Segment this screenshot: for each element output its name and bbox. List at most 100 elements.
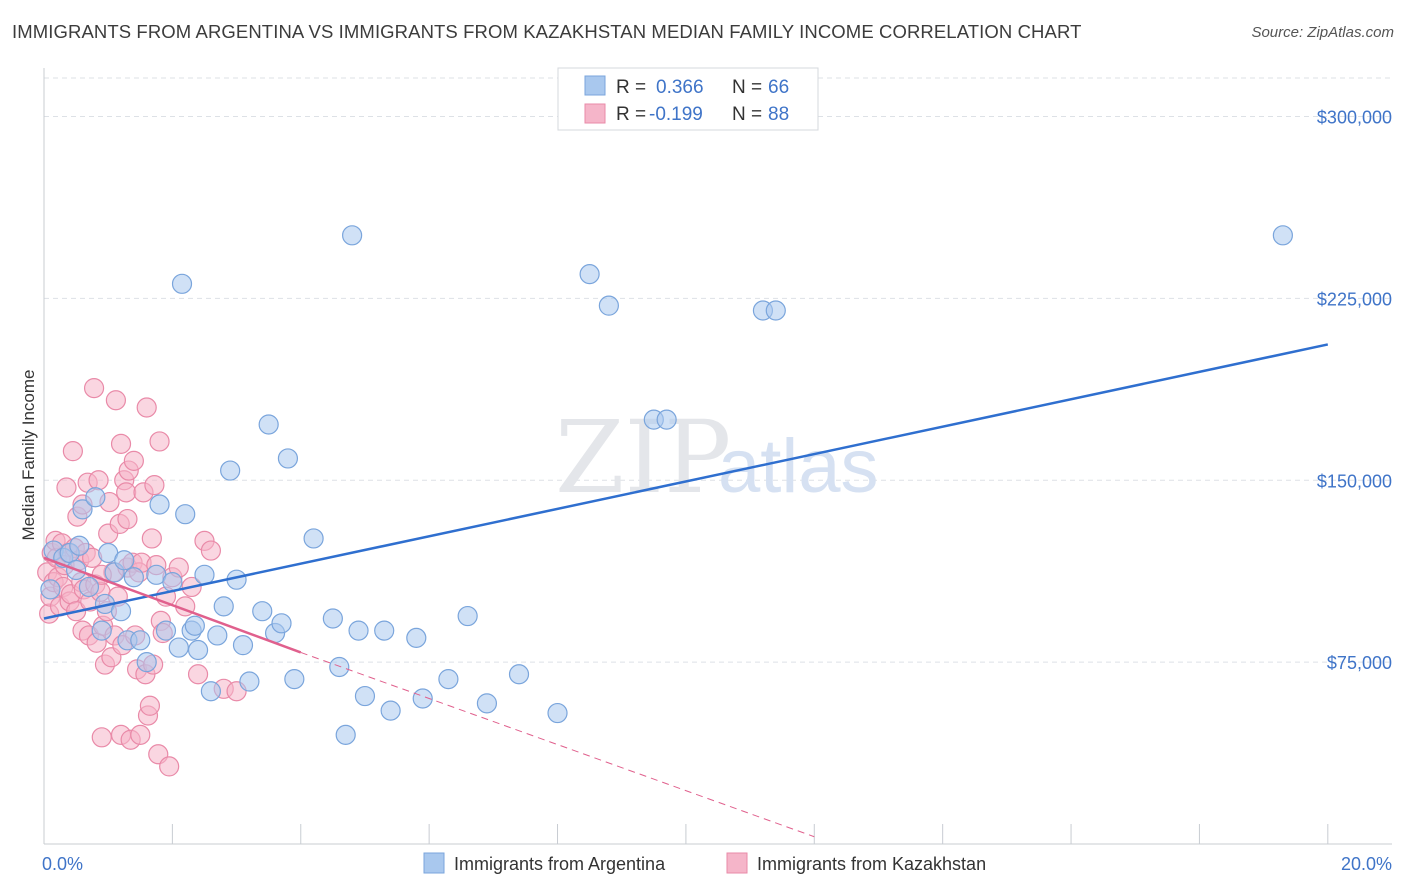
kazakhstan-point-74 (159, 756, 180, 777)
trend-lines (43, 343, 1329, 838)
kazakhstan-point-62 (136, 397, 157, 418)
argentina-point-7 (78, 576, 100, 598)
argentina-point-45 (335, 724, 356, 745)
argentina-point-8 (85, 487, 106, 508)
y-axis-title: Median Family Income (19, 369, 38, 540)
argentina-point-48 (354, 685, 376, 707)
legend-n-value-1: 66 (768, 77, 789, 98)
kazakhstan-point-58 (130, 724, 151, 745)
argentina-point-30 (207, 625, 228, 646)
kazakhstan-point-85 (110, 433, 132, 454)
chart-title: IMMIGRANTS FROM ARGENTINA VS IMMIGRANTS … (12, 21, 1082, 42)
argentina-point-55 (476, 693, 498, 714)
y-tick-label-0: $300,000 (1317, 108, 1392, 128)
series-legend: Immigrants from Argentina Immigrants fro… (423, 852, 986, 874)
bottom-legend-label-kazakhstan: Immigrants from Kazakhstan (757, 854, 986, 874)
kazakhstan-trend-line (43, 556, 302, 654)
argentina-point-59 (598, 295, 619, 316)
argentina-point-49 (374, 620, 395, 641)
argentina-point-58 (579, 264, 600, 285)
axes (43, 68, 1392, 845)
kazakhstan-point-84 (117, 508, 138, 530)
stats-legend: R = 0.366 N = 66 R = -0.199 N = 88 (557, 67, 819, 131)
watermark-zip: ZIP (555, 399, 731, 516)
argentina-point-61 (656, 409, 677, 430)
argentina-point-5 (69, 535, 90, 556)
kazakhstan-point-54 (123, 450, 144, 471)
argentina-point-65 (184, 615, 205, 636)
argentina-point-40 (277, 448, 299, 469)
kazakhstan-point-12 (56, 477, 77, 498)
argentina-point-53 (438, 668, 459, 690)
argentina-point-42 (303, 528, 324, 549)
kazakhstan-point-34 (91, 727, 112, 748)
legend-r-label-2: R = (616, 104, 646, 125)
argentina-point-32 (220, 460, 241, 481)
argentina-point-17 (130, 630, 151, 651)
argentina-point-46 (342, 225, 363, 246)
argentina-point-20 (149, 494, 170, 515)
kazakhstan-point-16 (62, 441, 83, 462)
argentina-point-28 (194, 564, 215, 585)
legend-n-label-1: N = (732, 77, 762, 98)
argentina-point-41 (284, 668, 305, 690)
argentina-point-25 (175, 504, 196, 525)
legend-n-value-2: 88 (768, 104, 789, 125)
argentina-point-24 (171, 273, 193, 294)
kazakhstan-point-49 (116, 482, 137, 503)
argentina-point-34 (232, 635, 254, 656)
argentina-point-6 (72, 499, 93, 520)
argentina-point-51 (406, 627, 427, 648)
argentina-point-56 (508, 664, 530, 685)
x-tick-label-left: 0.0% (42, 854, 83, 874)
argentina-point-63 (765, 300, 786, 321)
argentina-point-50 (380, 700, 401, 721)
argentina-point-0 (40, 579, 61, 600)
argentina-point-9 (91, 620, 112, 641)
kazakhstan-point-43 (105, 390, 126, 411)
argentina-point-16 (123, 567, 144, 588)
bottom-legend-label-argentina: Immigrants from Argentina (454, 854, 666, 874)
argentina-point-23 (168, 637, 189, 658)
y-tick-label-2: $150,000 (1317, 471, 1392, 491)
argentina-point-29 (200, 681, 221, 702)
y-tick-labels: $300,000 $225,000 $150,000 $75,000 (1317, 108, 1392, 674)
legend-n-label-2: N = (732, 104, 762, 125)
argentina-point-27 (187, 639, 209, 661)
argentina-point-35 (239, 671, 260, 692)
argentina-point-18 (136, 652, 157, 673)
y-tick-label-1: $225,000 (1317, 289, 1392, 309)
legend-swatch-kazakhstan (584, 103, 606, 124)
y-tick-label-3: $75,000 (1327, 653, 1392, 673)
argentina-trend-line (43, 343, 1329, 620)
argentina-point-47 (348, 620, 369, 641)
legend-r-label-1: R = (616, 77, 646, 98)
legend-r-value-2: -0.199 (649, 104, 703, 125)
argentina-point-43 (322, 608, 343, 629)
kazakhstan-point-81 (200, 540, 221, 561)
argentina-point-14 (114, 550, 135, 571)
legend-r-value-1: 0.366 (656, 77, 704, 98)
kazakhstan-point-79 (187, 664, 209, 685)
argentina-point-57 (547, 702, 568, 724)
kazakhstan-point-32 (88, 470, 109, 491)
source-credit: Source: ZipAtlas.com (1251, 24, 1394, 41)
argentina-point-31 (213, 596, 234, 617)
argentina-point-37 (258, 414, 279, 435)
kazakhstan-point-29 (83, 378, 105, 399)
x-tick-label-right: 20.0% (1341, 854, 1392, 874)
argentina-points (40, 225, 1293, 745)
kazakhstan-point-67 (144, 475, 165, 496)
kazakhstan-point-64 (139, 695, 161, 716)
argentina-point-64 (1272, 225, 1293, 246)
argentina-point-54 (457, 605, 478, 627)
kazakhstan-trend-extension (300, 651, 815, 838)
legend-swatch-argentina (584, 75, 606, 96)
argentina-point-44 (329, 656, 350, 678)
argentina-point-21 (155, 620, 177, 641)
argentina-point-36 (252, 601, 273, 622)
argentina-point-52 (412, 688, 433, 709)
kazakhstan-point-65 (141, 528, 162, 549)
bottom-legend-swatch-argentina (423, 852, 445, 874)
